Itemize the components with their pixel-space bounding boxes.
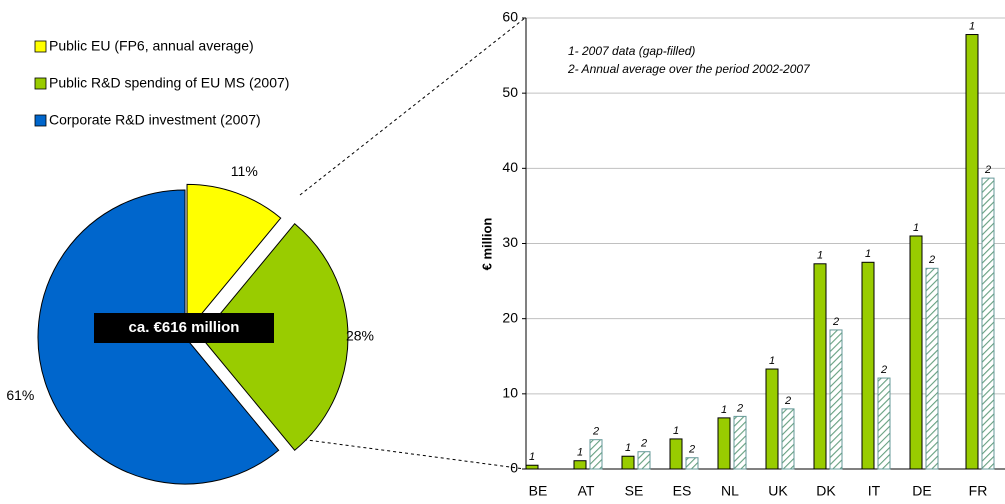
bar-series-label: 2 (592, 426, 599, 438)
pie-slice (200, 223, 349, 451)
bar-series-label: 1 (529, 451, 535, 463)
y-tick-label: 60 (502, 9, 518, 25)
pie-value-label: 11% (231, 163, 258, 179)
bar (829, 329, 843, 470)
pie-value-label: 61% (6, 387, 34, 403)
bar-series-label: 1 (673, 425, 679, 437)
x-tick-label: ES (673, 483, 692, 499)
legend-swatch (34, 77, 47, 90)
bar (717, 417, 731, 470)
pie-slice (186, 183, 282, 333)
connector-line (299, 17, 526, 196)
bar-series-label: 2 (928, 254, 935, 266)
y-tick-label: 20 (502, 309, 518, 325)
bar-series-label: 2 (640, 438, 647, 450)
bar-series-label: 2 (784, 395, 791, 407)
bar (981, 177, 995, 470)
legend-label: Public EU (FP6, annual average) (49, 38, 254, 54)
bar-series-label: 1 (577, 447, 583, 459)
x-tick-label: AT (578, 483, 595, 499)
bar (909, 235, 923, 470)
bar-series-label: 2 (832, 316, 839, 328)
bar (965, 34, 979, 470)
bar-series-label: 2 (880, 364, 887, 376)
bar (877, 377, 891, 470)
bar (733, 415, 747, 470)
center-label-box (94, 313, 274, 343)
bar-series-label: 2 (688, 444, 695, 456)
bar (813, 263, 827, 470)
y-tick-label: 10 (502, 385, 518, 401)
y-tick-label: 50 (502, 84, 518, 100)
bar-series-label: 1 (913, 222, 919, 234)
y-axis-title: € million (479, 218, 494, 271)
x-tick-label: SE (625, 483, 644, 499)
note: 1- 2007 data (gap-filled) (568, 44, 695, 58)
note: 2- Annual average over the period 2002-2… (567, 62, 811, 76)
x-tick-label: UK (768, 483, 788, 499)
x-tick-label: FR (969, 483, 988, 499)
bar-series-label: 1 (769, 355, 775, 367)
x-tick-label: NL (721, 483, 739, 499)
bar-series-label: 1 (865, 248, 871, 260)
bar-series-label: 2 (984, 164, 991, 176)
y-tick-label: 40 (502, 159, 518, 175)
x-tick-label: BE (529, 483, 548, 499)
x-tick-label: DE (912, 483, 931, 499)
bar (573, 460, 587, 470)
legend-label: Corporate R&D investment (2007) (49, 112, 261, 128)
bar (637, 451, 651, 470)
x-tick-label: IT (868, 483, 881, 499)
y-tick-label: 0 (510, 460, 518, 476)
bar-series-label: 1 (817, 250, 823, 262)
bar (765, 368, 779, 470)
legend-swatch (34, 40, 47, 53)
bar (669, 438, 683, 470)
bar (685, 457, 699, 470)
bar (861, 261, 875, 470)
legend-label: Public R&D spending of EU MS (2007) (49, 75, 289, 91)
y-tick-label: 30 (502, 234, 518, 250)
bar (589, 439, 603, 470)
bar (525, 464, 539, 470)
center-label: ca. €616 million (129, 319, 240, 336)
bar (621, 455, 635, 470)
bar-series-label: 1 (721, 404, 727, 416)
bar (781, 408, 795, 470)
pie-value-label: 28% (346, 328, 374, 344)
bar (925, 267, 939, 470)
bar-series-label: 1 (625, 442, 631, 454)
x-tick-label: DK (816, 483, 836, 499)
legend-swatch (34, 114, 47, 127)
connector-line (291, 437, 526, 470)
bar-series-label: 1 (969, 20, 975, 32)
bar-series-label: 2 (736, 402, 743, 414)
